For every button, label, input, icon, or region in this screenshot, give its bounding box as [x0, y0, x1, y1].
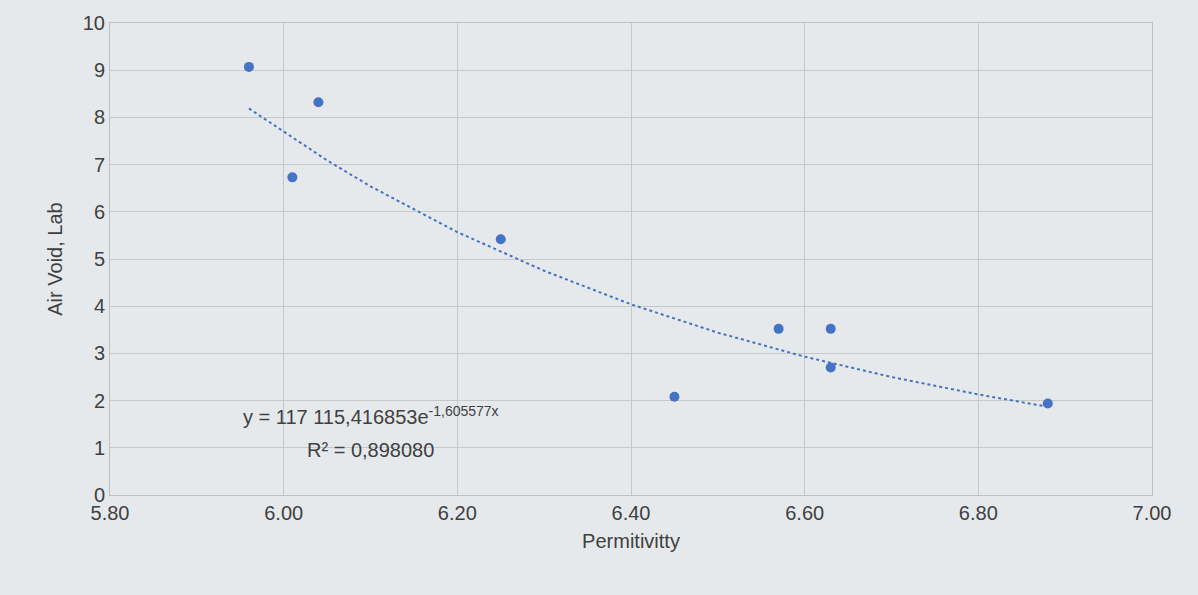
svg-text:0: 0 — [94, 484, 105, 506]
svg-text:Permitivitty: Permitivitty — [582, 530, 680, 552]
svg-text:6.80: 6.80 — [959, 502, 998, 524]
svg-text:R² = 0,898080: R² = 0,898080 — [307, 439, 434, 461]
svg-text:6.00: 6.00 — [264, 502, 303, 524]
svg-text:y = 117 115,416853e​-1,605577x: y = 117 115,416853e​-1,605577x​ — [243, 403, 499, 428]
svg-text:7.00: 7.00 — [1133, 502, 1172, 524]
svg-text:5.80: 5.80 — [91, 502, 130, 524]
svg-text:6.40: 6.40 — [612, 502, 651, 524]
svg-text:8: 8 — [94, 106, 105, 128]
svg-text:5: 5 — [94, 248, 105, 270]
svg-text:Air Void, Lab: Air Void, Lab — [44, 202, 66, 315]
svg-text:7: 7 — [94, 154, 105, 176]
svg-text:1: 1 — [94, 437, 105, 459]
svg-text:10: 10 — [83, 12, 105, 34]
svg-text:6.60: 6.60 — [785, 502, 824, 524]
svg-text:3: 3 — [94, 342, 105, 364]
svg-text:6.20: 6.20 — [438, 502, 477, 524]
svg-text:9: 9 — [94, 59, 105, 81]
svg-text:6: 6 — [94, 201, 105, 223]
svg-text:4: 4 — [94, 295, 105, 317]
svg-text:2: 2 — [94, 390, 105, 412]
